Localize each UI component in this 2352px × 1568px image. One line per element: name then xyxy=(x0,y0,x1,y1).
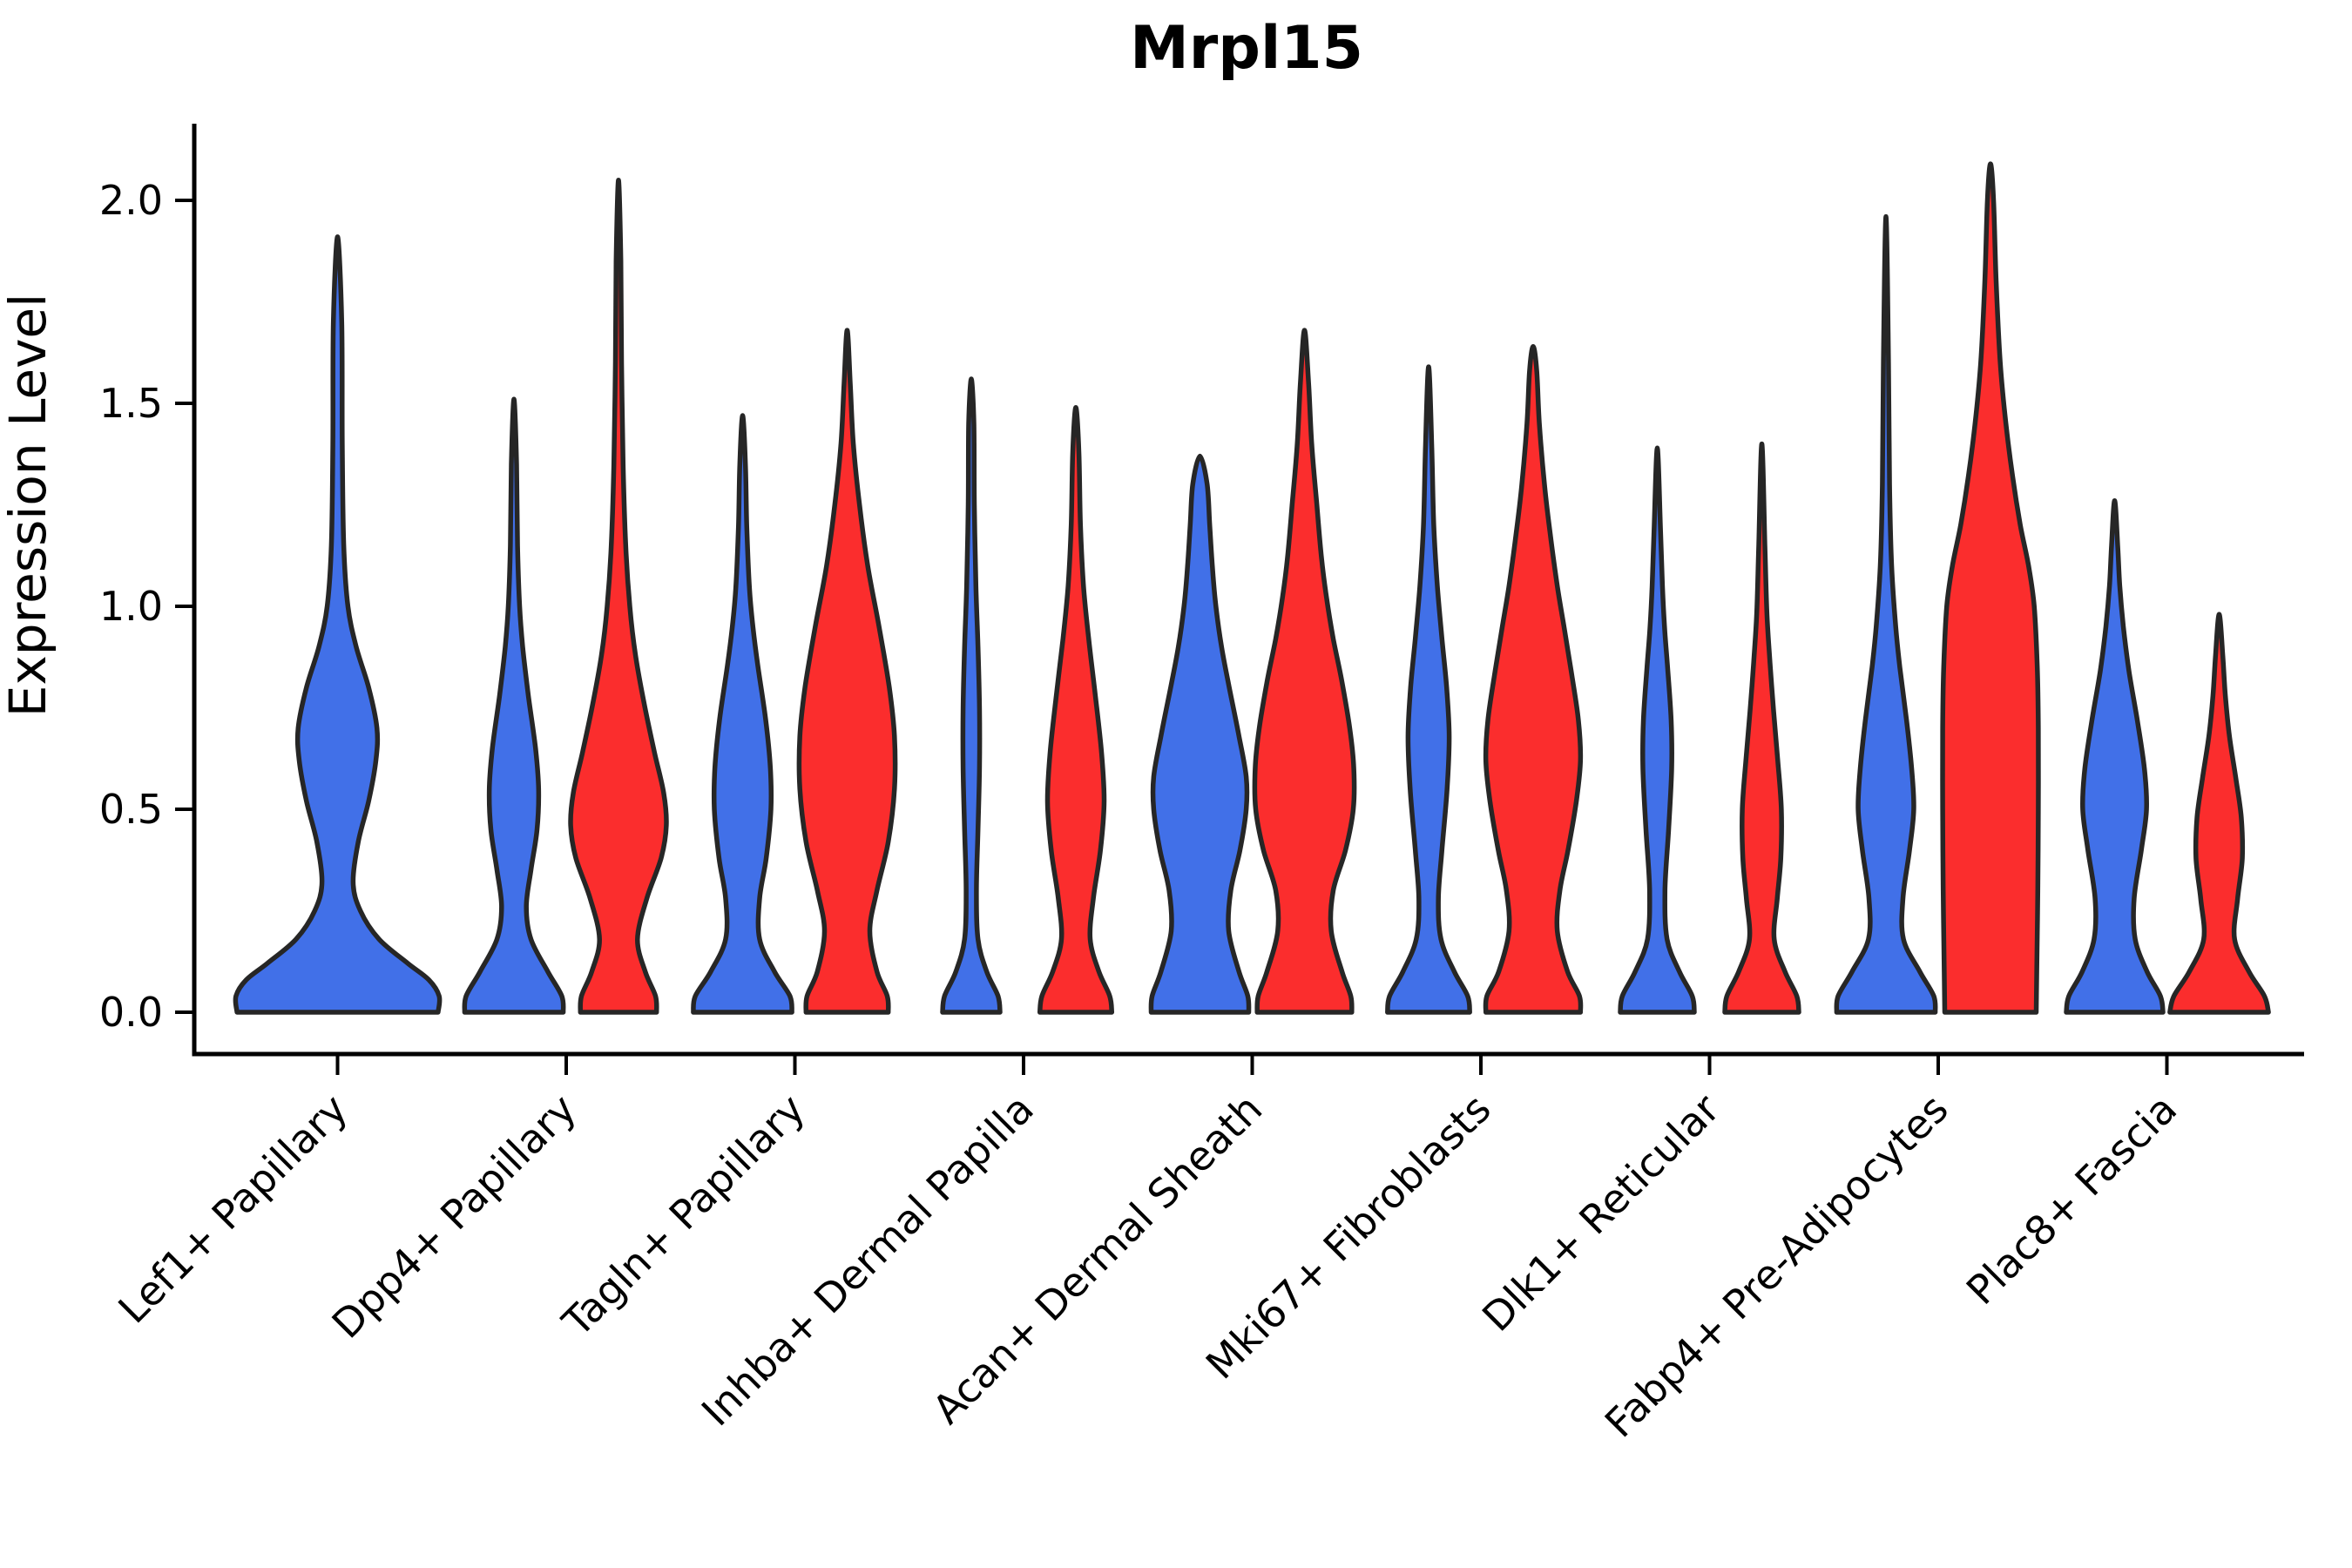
violin-7-red xyxy=(1940,161,2041,1015)
x-tick-label: Tagln+ Papillary xyxy=(553,1085,814,1347)
x-tick-label: Dlk1+ Reticular xyxy=(1473,1085,1728,1341)
violin-3-red xyxy=(1037,404,1115,1015)
violin-6-red xyxy=(1722,441,1801,1015)
y-tick-label: 1.5 xyxy=(99,380,163,427)
violin-3-blue xyxy=(940,376,1003,1015)
violin-4-red xyxy=(1252,328,1357,1015)
y-tick-label: 0.5 xyxy=(99,786,163,833)
violin-8-blue xyxy=(2064,498,2166,1015)
violin-2-red xyxy=(796,328,898,1015)
violin-7-blue xyxy=(1834,213,1938,1015)
axes-spines xyxy=(192,124,2304,1057)
x-tick-label: Dpp4+ Papillary xyxy=(323,1085,585,1348)
x-tick-label: Lef1+ Papillary xyxy=(109,1085,356,1333)
violin-1-blue xyxy=(462,396,566,1015)
chart-title: Mrpl15 xyxy=(1130,14,1363,83)
violin-4-blue xyxy=(1148,453,1252,1015)
y-tick-label: 2.0 xyxy=(99,177,163,224)
violin-5-blue xyxy=(1385,364,1472,1015)
violin-6-blue xyxy=(1618,445,1697,1015)
violin-2-blue xyxy=(691,413,794,1015)
violin-8-red xyxy=(2167,612,2271,1015)
violin-5-red xyxy=(1483,344,1584,1015)
violin-0-blue xyxy=(233,234,443,1015)
y-tick-label: 0.0 xyxy=(99,989,163,1036)
y-axis-label: Expression Level xyxy=(0,294,57,717)
x-tick-label: Plac8+ Fascia xyxy=(1957,1085,2186,1314)
violin-1-red xyxy=(568,177,669,1015)
y-tick-label: 1.0 xyxy=(99,583,163,630)
